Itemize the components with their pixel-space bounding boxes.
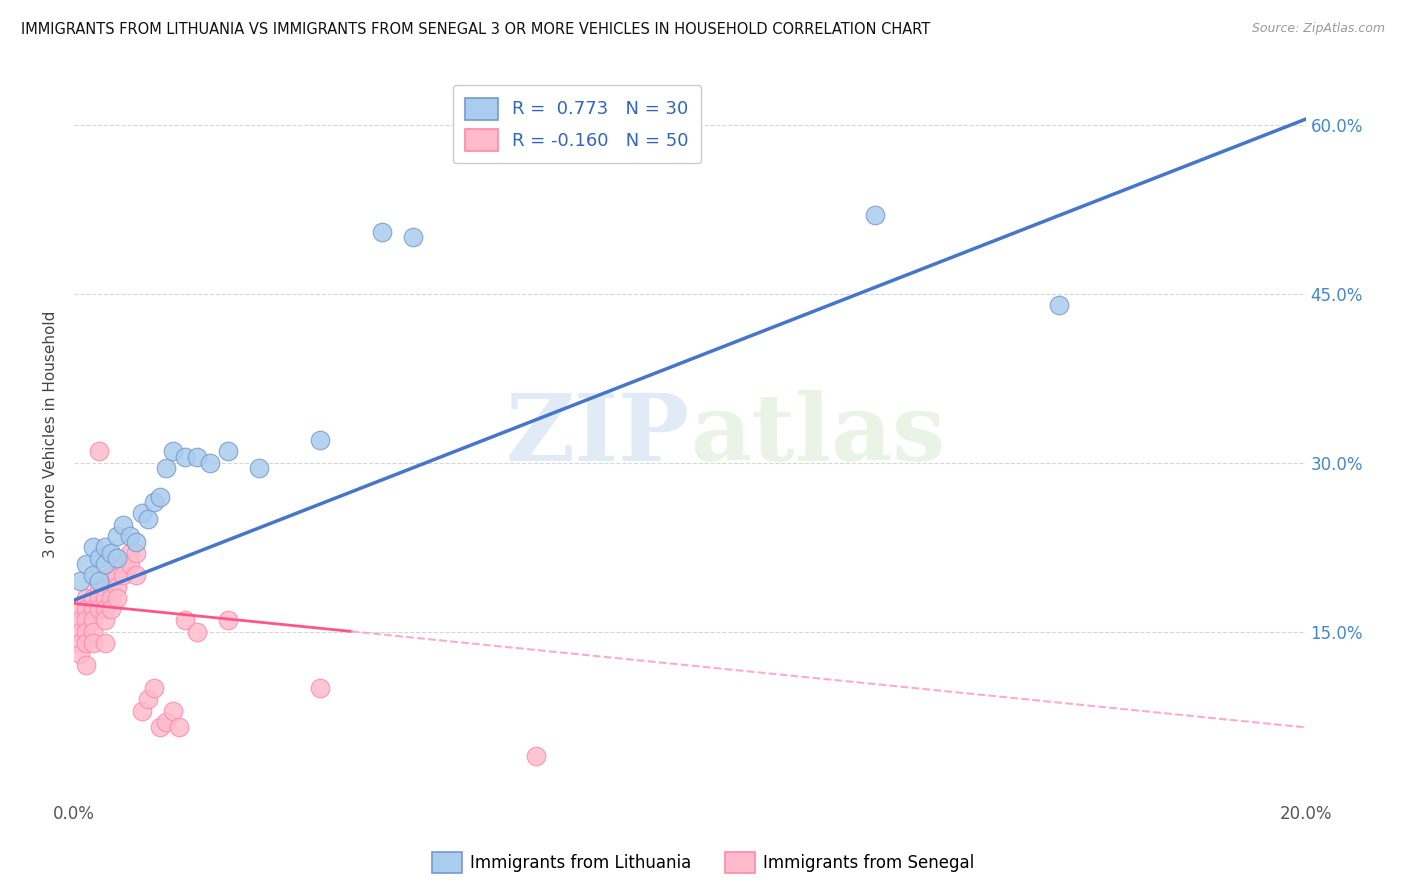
Point [524,748,547,763]
Point [94,614,117,628]
Point [82,568,104,582]
Text: atlas: atlas [690,390,945,480]
Point [118,557,141,571]
Point [174,614,197,628]
Point [105,551,128,566]
Point [105,568,128,582]
Point [75,557,97,571]
Point [136,512,159,526]
Point [94,602,117,616]
Point [82,624,104,639]
Point [217,614,239,628]
Point [94,557,117,571]
Point [69,647,91,661]
Point [75,624,97,639]
Point [1047,298,1070,312]
Point [87,574,110,588]
Point [118,546,141,560]
Point [105,580,128,594]
Point [100,591,122,605]
Point [136,692,159,706]
Point [75,602,97,616]
Y-axis label: 3 or more Vehicles in Household: 3 or more Vehicles in Household [44,311,58,558]
Point [371,225,394,239]
Text: ZIP: ZIP [506,390,690,480]
Point [87,444,110,458]
Point [131,704,153,718]
Point [149,490,172,504]
Point [82,614,104,628]
Point [87,551,110,566]
Point [118,529,141,543]
Point [143,681,166,695]
Point [167,720,190,734]
Point [100,580,122,594]
Text: Source: ZipAtlas.com: Source: ZipAtlas.com [1251,22,1385,36]
Point [69,636,91,650]
Point [863,208,886,222]
Point [69,574,91,588]
Point [94,540,117,554]
Point [75,636,97,650]
Point [124,568,146,582]
Point [82,591,104,605]
Point [94,591,117,605]
Point [75,591,97,605]
Point [155,714,177,729]
Point [75,658,97,673]
Point [162,444,184,458]
Point [309,681,332,695]
Point [162,704,184,718]
Legend: R =  0.773   N = 30, R = -0.160   N = 50: R = 0.773 N = 30, R = -0.160 N = 50 [453,85,702,163]
Point [82,636,104,650]
Point [87,602,110,616]
Point [174,450,197,464]
Point [69,614,91,628]
Point [149,720,172,734]
Point [100,602,122,616]
Point [105,591,128,605]
Point [124,534,146,549]
Point [131,507,153,521]
Point [82,602,104,616]
Point [309,433,332,447]
Point [100,546,122,560]
Point [247,461,270,475]
Point [124,546,146,560]
Legend: Immigrants from Lithuania, Immigrants from Senegal: Immigrants from Lithuania, Immigrants fr… [425,846,981,880]
Point [198,456,221,470]
Point [155,461,177,475]
Point [75,614,97,628]
Text: IMMIGRANTS FROM LITHUANIA VS IMMIGRANTS FROM SENEGAL 3 OR MORE VEHICLES IN HOUSE: IMMIGRANTS FROM LITHUANIA VS IMMIGRANTS … [21,22,931,37]
Point [82,540,104,554]
Point [87,591,110,605]
Point [94,636,117,650]
Point [217,444,239,458]
Point [186,624,208,639]
Point [112,517,135,532]
Point [94,580,117,594]
Point [100,568,122,582]
Point [105,529,128,543]
Point [402,230,425,244]
Point [186,450,208,464]
Point [69,602,91,616]
Point [143,495,166,509]
Point [69,624,91,639]
Point [112,557,135,571]
Point [87,580,110,594]
Point [112,568,135,582]
